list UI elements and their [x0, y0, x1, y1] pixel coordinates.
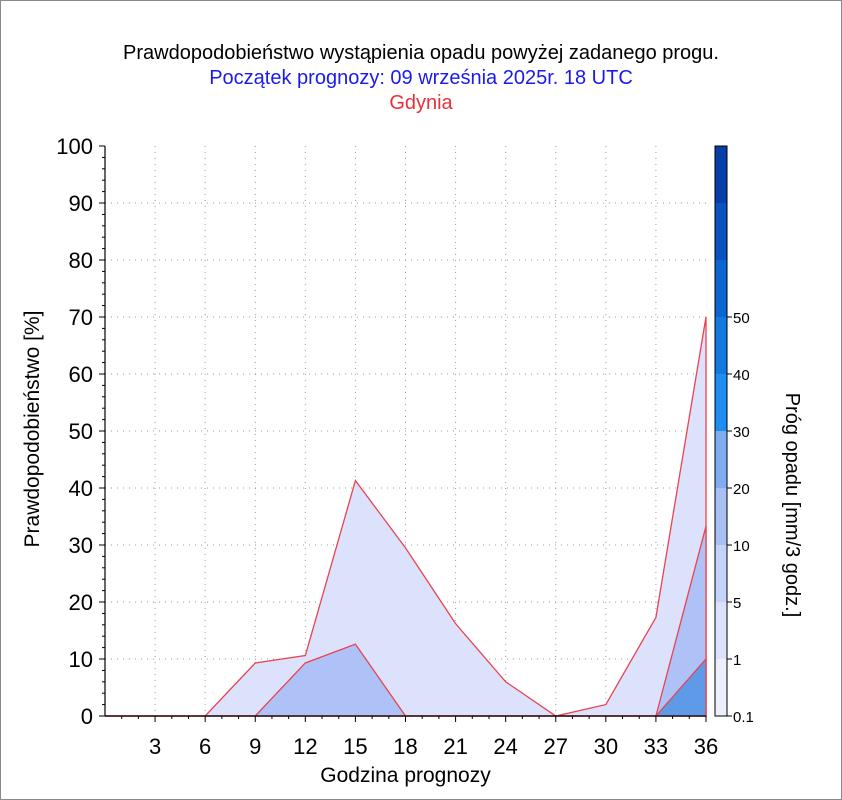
y-tick-label: 30 [69, 533, 93, 558]
colorbar-segment [715, 488, 727, 545]
x-ticks: 3 6 9 12 15 18 21 24 27 30 33 36 [121, 716, 718, 759]
colorbar-tick-label: 10 [733, 538, 750, 555]
colorbar-label: Próg opadu [mm/3 godz.] [781, 393, 803, 618]
colorbar-segment [715, 659, 727, 716]
y-tick-label: 0 [81, 704, 93, 729]
y-tick-label: 60 [69, 362, 93, 387]
colorbar-tick-label: 0.1 [733, 709, 754, 726]
x-tick-label: 9 [249, 734, 261, 759]
chart-location: Gdynia [389, 92, 453, 114]
x-tick-label: 6 [199, 734, 211, 759]
x-tick-label: 33 [644, 734, 668, 759]
colorbar-tick-label: 1 [733, 652, 741, 669]
colorbar-segment [715, 146, 727, 203]
y-ticks: 0 10 20 30 40 50 60 70 80 90 100 [56, 134, 105, 729]
colorbar-tick-label: 5 [733, 595, 741, 612]
x-tick-label: 3 [149, 734, 161, 759]
x-axis-label: Godzina prognozy [320, 764, 491, 787]
colorbar-segment [715, 203, 727, 260]
colorbar-tick-label: 40 [733, 367, 750, 384]
y-tick-label: 80 [69, 248, 93, 273]
x-tick-label: 18 [393, 734, 417, 759]
y-tick-label: 90 [69, 191, 93, 216]
x-tick-label: 15 [343, 734, 367, 759]
y-tick-label: 50 [69, 419, 93, 444]
y-tick-label: 70 [69, 305, 93, 330]
y-axis-label: Prawdopodobieństwo [%] [21, 311, 44, 548]
chart-title: Prawdopodobieństwo wystąpienia opadu pow… [123, 42, 719, 64]
y-tick-label: 20 [69, 590, 93, 615]
colorbar-segment [715, 545, 727, 602]
colorbar-segment [715, 431, 727, 488]
y-tick-label: 100 [56, 134, 93, 159]
colorbar-tick-label: 50 [733, 310, 750, 327]
chart-subtitle: Początek prognozy: 09 września 2025r. 18… [209, 67, 633, 89]
colorbar-segment [715, 602, 727, 659]
x-tick-label: 24 [493, 734, 517, 759]
x-tick-label: 27 [544, 734, 568, 759]
colorbar-tick-label: 30 [733, 424, 750, 441]
x-tick-label: 12 [293, 734, 317, 759]
area-series-0.1 [105, 316, 707, 717]
colorbar-segment [715, 374, 727, 431]
x-tick-label: 36 [694, 734, 718, 759]
x-tick-label: 30 [594, 734, 618, 759]
x-tick-label: 21 [443, 734, 467, 759]
colorbar-tick-label: 20 [733, 481, 750, 498]
colorbar-segment [715, 317, 727, 374]
colorbar-segment [715, 260, 727, 317]
y-tick-label: 40 [69, 476, 93, 501]
colorbar: 0.1 1 5 10 20 30 40 50 [714, 145, 754, 726]
y-tick-label: 10 [69, 647, 93, 672]
